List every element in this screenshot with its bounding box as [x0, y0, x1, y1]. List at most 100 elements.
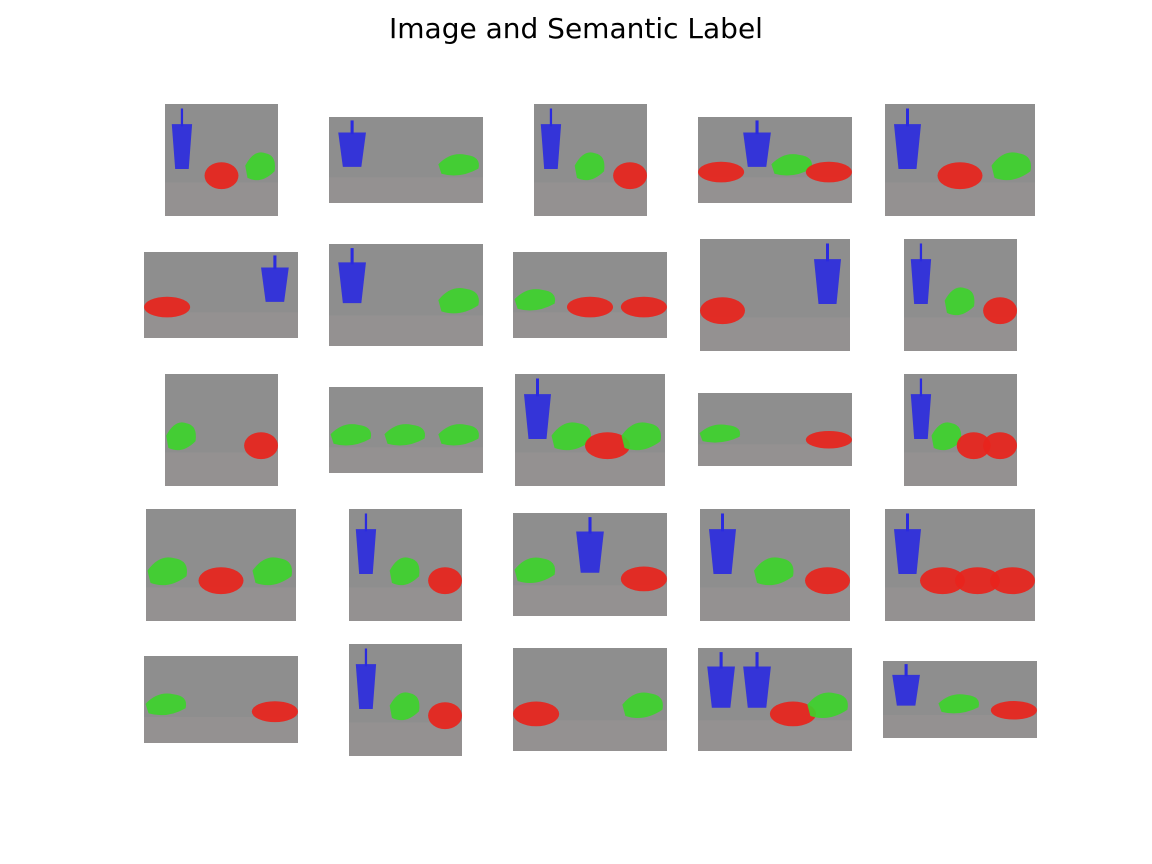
fries-mask [991, 152, 1031, 181]
sandwich-mask [620, 296, 667, 318]
drink-mask [355, 664, 377, 709]
fries-mask [621, 422, 661, 451]
segmentation-tile [698, 648, 852, 751]
segmentation-tile [885, 104, 1035, 216]
tile-canvas [165, 108, 278, 216]
sandwich-mask [805, 430, 852, 449]
sandwich-mask [513, 701, 560, 727]
drink-mask [261, 267, 289, 302]
straw-mark [826, 243, 829, 262]
fries-mask [938, 694, 979, 714]
straw-mark [180, 108, 184, 127]
straw-mark [273, 255, 277, 270]
segmentation-tile [698, 117, 852, 203]
sandwich-mask [428, 567, 462, 595]
sandwich-mask [698, 161, 745, 183]
segmentation-tile [885, 509, 1035, 621]
straw-mark [755, 120, 759, 135]
sandwich-mask [251, 701, 298, 723]
segmentation-tile [513, 252, 667, 338]
drink-mask [910, 259, 932, 304]
segmentation-tile [349, 644, 462, 756]
drink-mask [743, 132, 771, 167]
tile-canvas [885, 108, 1035, 216]
tile-canvas [534, 108, 647, 216]
fries-mask [166, 422, 196, 451]
sandwich-mask [990, 567, 1035, 595]
sandwich-mask [990, 701, 1037, 720]
tile-canvas [349, 513, 462, 621]
drink-mask [355, 529, 377, 574]
table-surface [329, 315, 483, 346]
straw-mark [364, 648, 368, 667]
sandwich-mask [566, 296, 614, 318]
segmentation-tile [329, 387, 483, 473]
table-surface [329, 447, 483, 473]
drink-mask [743, 666, 771, 708]
tile-canvas [904, 243, 1017, 351]
drink-mask [894, 124, 921, 169]
segmentation-tile [513, 513, 667, 616]
sandwich-mask [956, 432, 991, 460]
segmentation-tile [513, 648, 667, 751]
fries-mask [622, 692, 663, 719]
tile-canvas [904, 378, 1017, 486]
straw-mark [906, 108, 909, 127]
straw-mark [919, 378, 923, 397]
segmentation-tile [329, 117, 483, 203]
segmentation-tile [534, 104, 647, 216]
straw-mark [719, 652, 723, 669]
sandwich-mask [983, 297, 1017, 325]
drink-mask [707, 666, 735, 708]
drink-mask [894, 529, 921, 574]
straw-mark [755, 652, 759, 669]
fries-mask [551, 422, 591, 451]
tile-canvas [165, 422, 278, 486]
straw-mark [919, 243, 923, 262]
drink-mask [338, 132, 366, 167]
tile-canvas [698, 424, 852, 466]
segmentation-tile [144, 656, 298, 743]
segmentation-tile [515, 374, 665, 486]
sandwich-mask [805, 567, 850, 595]
sandwich-mask [955, 567, 1000, 595]
sandwich-mask [585, 432, 630, 460]
segmentation-tile [165, 104, 278, 216]
straw-mark [721, 513, 724, 532]
drink-mask [814, 259, 841, 304]
fries-mask [754, 557, 794, 586]
fries-mask [147, 557, 187, 586]
tile-canvas [144, 255, 298, 338]
drink-mask [338, 262, 366, 304]
tile-canvas [698, 652, 852, 751]
segmentation-tile [904, 374, 1017, 486]
sandwich-mask [805, 161, 852, 183]
tile-canvas [515, 378, 665, 486]
tile-canvas [513, 289, 667, 338]
segmentation-tile [144, 252, 298, 338]
drink-mask [540, 124, 562, 169]
segmentation-tile [700, 239, 850, 351]
sandwich-mask [198, 567, 244, 595]
fries-mask [931, 422, 962, 451]
segmentation-tile [146, 509, 296, 621]
table-surface [329, 177, 483, 203]
figure-title: Image and Semantic Label [389, 12, 763, 45]
tile-canvas [329, 424, 483, 473]
tile-canvas [349, 648, 462, 756]
drink-mask [524, 394, 551, 439]
straw-mark [588, 517, 592, 534]
straw-mark [364, 513, 368, 532]
sandwich-mask [244, 432, 278, 460]
fries-mask [438, 424, 479, 446]
sandwich-mask [920, 567, 965, 595]
fries-mask [438, 154, 479, 176]
segmentation-tile [165, 374, 278, 486]
tile-canvas [329, 248, 483, 346]
tile-canvas [329, 120, 483, 203]
sandwich-mask [700, 297, 745, 325]
segmentation-tile [329, 244, 483, 346]
drink-mask [892, 674, 920, 706]
segmentation-tile [883, 661, 1037, 738]
straw-mark [350, 248, 354, 265]
